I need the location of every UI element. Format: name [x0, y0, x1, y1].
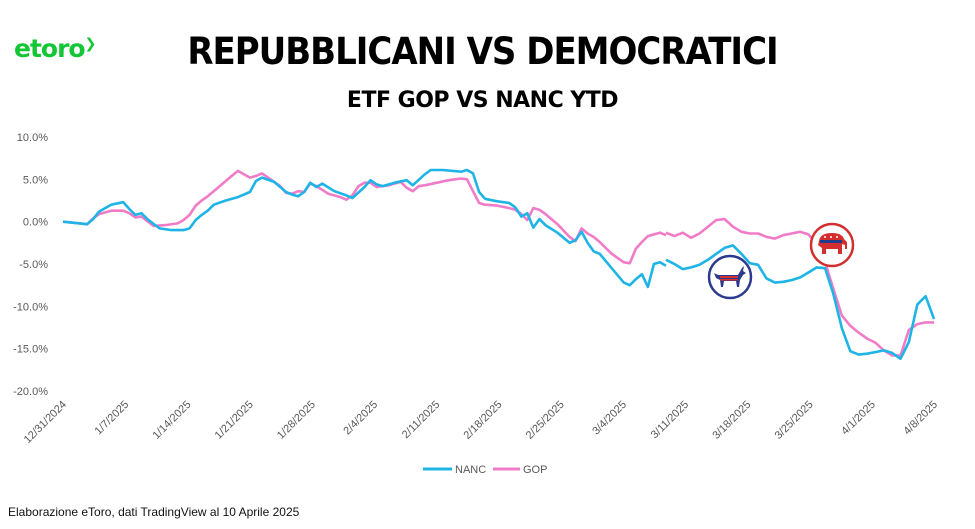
- logo-leaf-icon: ❯: [84, 36, 97, 52]
- series-line-gop: [62, 169, 667, 265]
- x-tick-label: 2/4/2025: [341, 399, 380, 438]
- legend-label-nanc: NANC: [455, 464, 486, 476]
- y-tick-label: -20.0%: [13, 386, 48, 398]
- x-tick-label: 12/31/2024: [22, 399, 69, 446]
- x-tick-label: 2/18/2025: [462, 399, 505, 442]
- y-tick-label: -10.0%: [13, 301, 48, 313]
- chart-legend: NANC GOP: [423, 464, 547, 476]
- republican-elephant-icon: [809, 222, 855, 268]
- x-tick-label: 1/14/2025: [150, 399, 193, 442]
- x-tick-label: 4/8/2025: [901, 399, 940, 438]
- y-tick-label: 0.0%: [23, 217, 48, 229]
- x-tick-label: 1/7/2025: [93, 399, 132, 438]
- series-line-nanc: [62, 168, 667, 289]
- x-tick-label: 3/25/2025: [773, 399, 816, 442]
- series-line-nanc-late: [665, 244, 936, 361]
- chart-subtitle: ETF GOP VS NANC YTD: [346, 88, 619, 113]
- y-tick-label: 10.0%: [17, 132, 48, 144]
- x-tick-label: 1/28/2025: [275, 399, 318, 442]
- democrat-donkey-icon: [707, 254, 753, 300]
- x-tick-label: 3/18/2025: [710, 399, 753, 442]
- y-axis: 10.0% 5.0% 0.0% -5.0% -10.0% -15.0% -20.0%: [13, 132, 48, 398]
- source-note: Elaborazione eToro, dati TradingView al …: [8, 505, 300, 519]
- legend-label-gop: GOP: [523, 464, 547, 476]
- y-tick-label: -15.0%: [13, 344, 48, 356]
- chart-title: REPUBBLICANI VS DEMOCRATICI: [187, 30, 778, 74]
- x-tick-label: 4/1/2025: [839, 399, 878, 438]
- x-axis: 12/31/2024 1/7/2025 1/14/2025 1/21/2025 1/28…: [22, 399, 940, 446]
- x-tick-label: 2/11/2025: [400, 399, 443, 442]
- etoro-logo: etoro❯: [14, 34, 97, 63]
- line-chart: 10.0% 5.0% 0.0% -5.0% -10.0% -15.0% -20.0% 12/…: [13, 132, 940, 476]
- x-tick-label: 2/25/2025: [524, 399, 567, 442]
- x-tick-label: 1/21/2025: [213, 399, 256, 442]
- x-tick-label: 3/4/2025: [590, 399, 629, 438]
- y-tick-label: -5.0%: [19, 259, 48, 271]
- party-icons: [707, 222, 855, 300]
- series-layer: [62, 168, 936, 361]
- series-line-gop-late: [665, 217, 934, 357]
- y-tick-label: 5.0%: [23, 174, 48, 186]
- x-tick-label: 3/11/2025: [649, 399, 692, 442]
